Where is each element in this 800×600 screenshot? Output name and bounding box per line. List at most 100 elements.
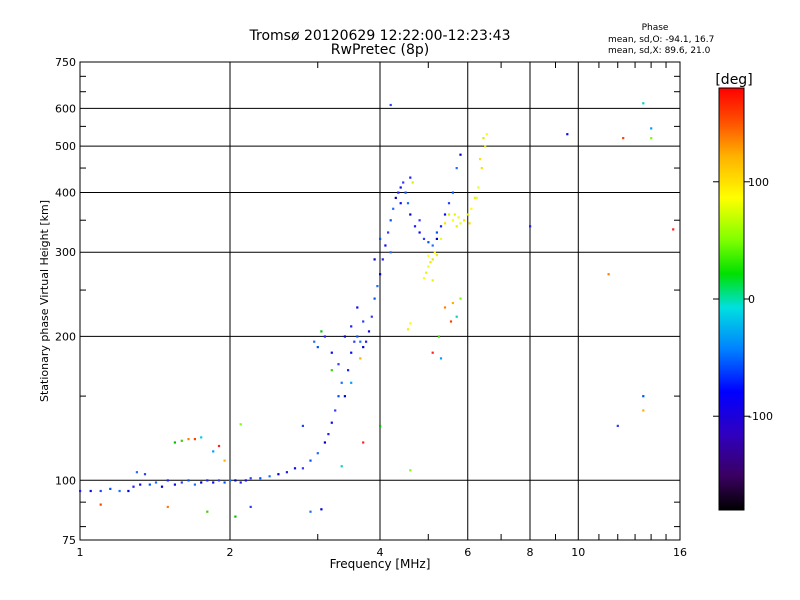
data-point xyxy=(148,483,151,486)
data-point xyxy=(485,133,488,136)
y-tick-label: 300 xyxy=(55,246,76,259)
data-point xyxy=(443,222,447,225)
data-point xyxy=(672,228,675,231)
data-point xyxy=(529,225,532,228)
data-point xyxy=(431,258,434,261)
data-point xyxy=(433,251,436,254)
x-tick-label: 1 xyxy=(77,546,84,559)
data-point xyxy=(223,459,226,462)
data-point xyxy=(384,244,387,247)
data-point xyxy=(367,330,371,333)
data-point xyxy=(439,237,443,240)
grid-layer xyxy=(80,62,680,540)
data-point xyxy=(480,167,483,170)
data-point xyxy=(451,301,454,305)
data-point xyxy=(451,191,454,194)
data-point xyxy=(418,231,421,234)
data-point xyxy=(359,340,362,343)
data-point xyxy=(463,219,466,222)
data-point xyxy=(239,423,242,426)
data-point xyxy=(200,481,203,484)
colorbar: [deg] 100 0 -100 xyxy=(713,72,773,511)
data-point xyxy=(187,479,190,482)
data-point xyxy=(409,469,412,472)
data-point xyxy=(127,489,130,493)
data-point xyxy=(316,346,319,349)
data-point xyxy=(409,176,412,179)
data-point xyxy=(404,191,407,194)
data-point xyxy=(362,346,365,349)
data-point xyxy=(180,481,183,484)
data-point xyxy=(309,510,312,513)
data-point xyxy=(459,297,462,300)
data-point xyxy=(650,137,653,140)
tick-layer: 1 2 4 6 8 10 16 75 100 200 300 400 500 600 750 xyxy=(55,56,687,559)
data-point xyxy=(437,335,440,338)
data-point xyxy=(109,487,112,490)
data-point xyxy=(379,424,382,427)
data-point xyxy=(249,505,252,508)
data-point xyxy=(217,479,221,482)
data-point xyxy=(482,137,485,140)
x-tick-label: 16 xyxy=(673,546,687,559)
data-point xyxy=(350,351,353,354)
data-point xyxy=(381,258,384,261)
data-point xyxy=(301,467,304,470)
data-point xyxy=(455,167,458,170)
y-axis-label: Stationary phase Virtual Height [km] xyxy=(38,200,51,402)
data-point xyxy=(212,481,215,484)
data-point xyxy=(431,351,434,354)
data-point xyxy=(362,441,365,444)
data-point xyxy=(143,473,147,476)
data-point xyxy=(343,395,346,398)
data-point xyxy=(330,369,333,372)
data-point xyxy=(484,145,487,148)
data-point xyxy=(249,477,252,480)
colorbar-tick-label: 100 xyxy=(748,176,769,189)
data-point xyxy=(443,213,447,216)
colorbar-ticks: 100 0 -100 xyxy=(713,176,773,423)
data-point xyxy=(285,471,288,474)
data-point xyxy=(301,424,304,427)
data-point xyxy=(356,335,359,338)
data-point xyxy=(425,271,428,274)
data-point xyxy=(139,483,142,486)
data-point xyxy=(217,444,221,448)
data-point xyxy=(206,479,209,482)
data-point xyxy=(173,483,176,486)
data-point xyxy=(650,127,653,130)
data-point xyxy=(234,515,237,518)
data-point xyxy=(370,315,373,318)
data-point xyxy=(340,465,343,468)
x-tick-label: 6 xyxy=(464,546,471,559)
legend-title: Phase xyxy=(642,23,669,33)
data-point xyxy=(457,216,460,219)
data-point xyxy=(468,222,471,225)
data-point xyxy=(389,219,392,222)
data-point xyxy=(422,277,426,280)
data-point xyxy=(166,505,169,508)
data-point xyxy=(173,441,176,444)
x-tick-label: 10 xyxy=(571,546,585,559)
data-point xyxy=(309,459,312,462)
data-point xyxy=(327,433,330,436)
data-point xyxy=(566,133,569,136)
data-point xyxy=(449,320,453,323)
colorbar-tick-label: -100 xyxy=(748,410,773,423)
y-tick-label: 750 xyxy=(55,56,76,69)
data-point xyxy=(376,285,379,288)
colorbar-gradient xyxy=(718,87,745,511)
data-layer xyxy=(79,102,675,518)
data-point xyxy=(350,325,353,328)
data-point xyxy=(132,485,135,488)
data-point xyxy=(399,202,402,205)
data-point xyxy=(406,328,410,331)
data-point xyxy=(89,489,92,493)
data-point xyxy=(475,196,478,199)
data-point xyxy=(239,481,242,484)
y-tick-label: 600 xyxy=(55,102,76,115)
y-tick-label: 100 xyxy=(55,474,76,487)
data-point xyxy=(244,479,247,482)
x-axis-label: Frequency [MHz] xyxy=(330,557,431,571)
